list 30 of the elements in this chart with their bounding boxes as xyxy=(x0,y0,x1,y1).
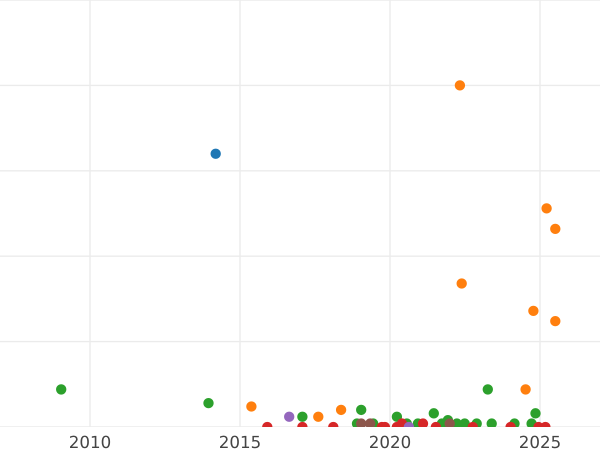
point xyxy=(528,306,539,316)
point xyxy=(550,224,560,234)
point xyxy=(356,418,366,427)
point xyxy=(456,278,467,289)
point xyxy=(210,148,221,159)
point xyxy=(313,412,324,422)
point xyxy=(356,404,366,416)
point xyxy=(392,412,402,422)
point xyxy=(530,408,541,418)
point xyxy=(297,412,308,422)
point xyxy=(482,384,493,395)
point xyxy=(550,316,560,326)
point xyxy=(520,384,531,395)
point xyxy=(454,80,466,91)
point xyxy=(460,418,470,427)
point xyxy=(428,408,439,418)
point xyxy=(336,404,346,416)
point xyxy=(486,418,497,427)
x-tick-label: 2025 xyxy=(520,436,560,448)
point xyxy=(365,418,376,427)
x-tick-label: 2020 xyxy=(370,436,410,448)
point xyxy=(203,398,214,408)
x-tick-label: 2010 xyxy=(70,436,110,448)
point xyxy=(541,203,552,214)
point xyxy=(284,412,294,422)
point xyxy=(56,384,66,395)
point xyxy=(444,418,455,427)
x-tick-label: 2015 xyxy=(220,436,260,448)
point xyxy=(418,418,428,427)
point xyxy=(246,401,257,412)
